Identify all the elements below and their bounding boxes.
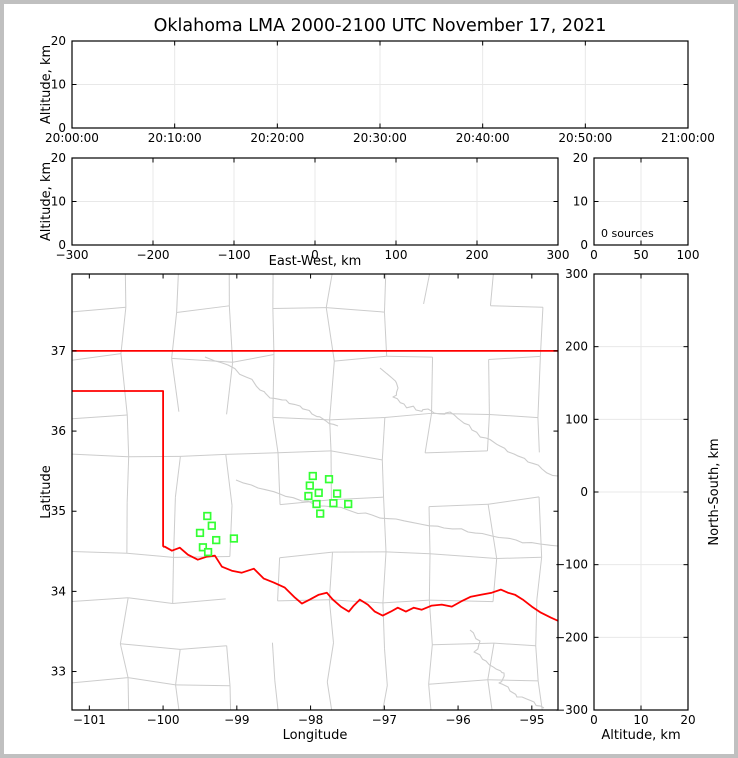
plan-view-xtick-label: −100: [147, 713, 180, 727]
station-marker: [312, 499, 321, 509]
station-marker: [212, 535, 221, 545]
station-marker: [329, 499, 338, 508]
time-height-ticks: [71, 40, 689, 129]
plan-view-ticks: [72, 274, 558, 710]
alt-histogram-ticks: [593, 157, 689, 246]
plan-view-ytick-label: 37: [51, 344, 66, 358]
lma-station-markers: [195, 471, 353, 557]
lma-plot-canvas: 20:00:00 20:10:00 20:20:00 20:30:00 20:40:00…: [39, 16, 722, 743]
station-marker: [229, 534, 239, 543]
ns-height-xtick-label: 10: [633, 713, 648, 727]
plan-view-frame: [71, 273, 559, 711]
station-marker: [324, 475, 334, 484]
ew-height-xtick-label: −200: [137, 248, 170, 262]
station-marker: [344, 499, 353, 509]
station-marker: [332, 489, 342, 498]
plot-panels: 20:00:00 20:10:00 20:20:00 20:30:00 20:40:00…: [45, 34, 715, 727]
ew-height-xtick-label: −300: [56, 248, 89, 262]
station-marker: [304, 491, 313, 501]
ns-height-ytick-label: −200: [555, 630, 588, 644]
time-height-ylabel: Altitude, km: [39, 45, 54, 124]
station-marker: [308, 471, 317, 481]
time-height-ytick-label: 0: [58, 121, 66, 135]
station-marker: [195, 528, 205, 538]
plan-view-xtick-label: −95: [519, 713, 544, 727]
state-border-panhandle-texas: [72, 390, 165, 547]
time-height-xtick-label: 20:30:00: [353, 131, 407, 145]
time-height-ytick-label: 10: [51, 78, 66, 92]
plan-view-ytick-label: 34: [51, 584, 66, 598]
ns-height-ytick-label: 200: [565, 340, 588, 354]
plan-view-xtick-label: −98: [298, 713, 323, 727]
time-height-xtick-label: 20:10:00: [148, 131, 202, 145]
ew-height-xtick-label: 200: [466, 248, 489, 262]
ew-height-ytick-label: 20: [51, 151, 66, 165]
plan-view-xlabel: Longitude: [283, 728, 348, 743]
station-marker: [207, 521, 216, 530]
alt-histogram-ytick-label: 10: [573, 195, 588, 209]
plan-view-ytick-label: 33: [51, 665, 66, 679]
ns-height-ytick-label: −300: [555, 703, 588, 717]
ns-height-panel: 0 10 20 −300 −200 −100 0 100 200 300: [555, 267, 696, 727]
plan-view-ytick-label: 36: [51, 424, 66, 438]
ns-height-xlabel: Altitude, km: [601, 728, 680, 743]
alt-histogram-ytick-label: 0: [580, 238, 588, 252]
time-height-ytick-label: 20: [51, 34, 66, 48]
ns-height-ylabel: North-South, km: [707, 438, 722, 545]
state-border-red-river: [163, 545, 558, 622]
oklahoma-state-border: [72, 349, 558, 622]
ew-height-gridlines: [72, 158, 558, 245]
ew-height-panel: −300 −200 −100 0 100 200 300 0 10 20: [51, 151, 570, 262]
alt-histogram-gridlines: [594, 158, 688, 245]
station-marker: [305, 481, 314, 490]
ns-height-gridlines: [594, 274, 688, 710]
ns-height-ticks: [593, 273, 689, 711]
ew-height-ytick-label: 10: [51, 195, 66, 209]
county-map-art: [72, 274, 558, 710]
time-height-xtick-label: 20:20:00: [250, 131, 304, 145]
ew-height-ticks: [71, 157, 559, 246]
alt-histogram-ytick-label: 20: [573, 151, 588, 165]
plan-view-ytick-label: 35: [51, 504, 66, 518]
alt-histogram-xtick-label: 100: [677, 248, 700, 262]
time-height-xtick-label: 20:00:00: [45, 131, 99, 145]
station-marker: [316, 509, 325, 518]
time-height-panel: 20:00:00 20:10:00 20:20:00 20:30:00 20:40:00…: [45, 34, 715, 145]
alt-histogram-panel: 0 50 100 0 10 20: [573, 151, 700, 262]
ew-height-xtick-label: 300: [547, 248, 570, 262]
alt-histogram-xtick-label: 0: [590, 248, 598, 262]
ns-height-xtick-label: 0: [590, 713, 598, 727]
plan-view-panel: −101 −100 −99 −98 −97 −96 −95 33 34 35 36 37: [51, 273, 559, 727]
plan-view-xtick-label: −96: [445, 713, 470, 727]
ew-height-xtick-label: 0: [311, 248, 319, 262]
time-height-xtick-label: 21:00:00: [661, 131, 715, 145]
time-height-xtick-label: 20:50:00: [558, 131, 612, 145]
plan-view-xtick-label: −97: [372, 713, 397, 727]
ns-height-ytick-label: 300: [565, 267, 588, 281]
ns-height-xtick-label: 20: [680, 713, 695, 727]
ns-height-ytick-label: 100: [565, 412, 588, 426]
ns-height-ytick-label: −100: [555, 558, 588, 572]
time-height-xtick-label: 20:40:00: [456, 131, 510, 145]
ew-height-ytick-label: 0: [58, 238, 66, 252]
station-marker: [203, 511, 212, 521]
ew-height-ylabel: Altitude, km: [39, 162, 54, 241]
plan-view-xtick-label: −99: [224, 713, 249, 727]
ns-height-ytick-label: 0: [580, 485, 588, 499]
station-marker: [314, 488, 323, 497]
station-marker: [203, 547, 213, 557]
alt-histogram-xtick-label: 50: [633, 248, 648, 262]
county-lines: [72, 274, 544, 710]
sources-count-annotation: 0 sources: [601, 227, 654, 240]
river-lines: [204, 356, 558, 709]
ew-height-xtick-label: 100: [385, 248, 408, 262]
ew-height-xtick-label: −100: [218, 248, 251, 262]
plan-view-xtick-label: −101: [73, 713, 106, 727]
plan-view-ylabel: Latitude: [39, 465, 54, 519]
time-height-gridlines: [72, 41, 688, 128]
figure-title: Oklahoma LMA 2000-2100 UTC November 17, …: [154, 16, 607, 36]
station-marker: [198, 543, 208, 552]
ew-height-xlabel: East-West, km: [269, 254, 362, 269]
